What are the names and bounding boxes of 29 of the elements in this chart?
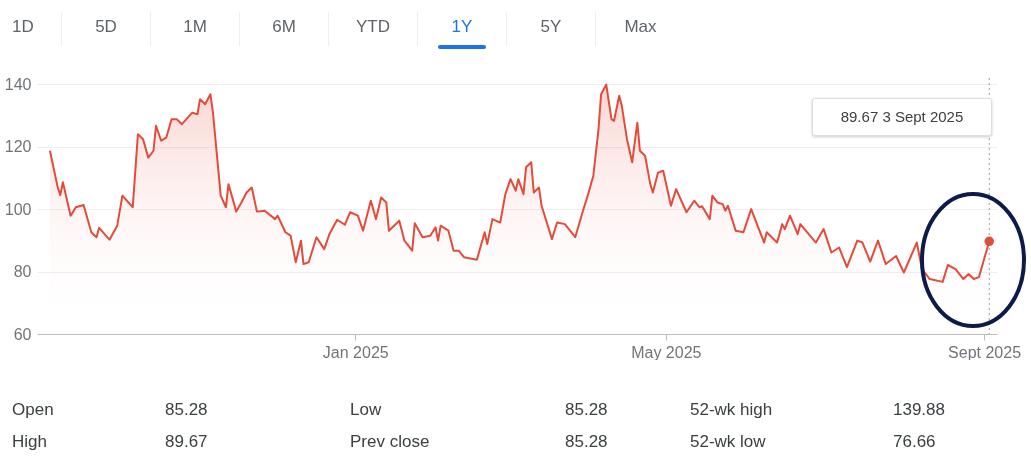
text: YTD: [329, 12, 418, 46]
x-tick-label: May 2025: [631, 343, 702, 361]
text: Open: [12, 400, 54, 420]
y-tick-label: 60: [13, 325, 32, 343]
text: 52-wk high: [690, 400, 773, 420]
text: 1M: [151, 12, 240, 46]
y-tick-label: 100: [4, 200, 32, 218]
y-tick-label: 120: [4, 138, 32, 156]
text: 139.88: [893, 400, 945, 420]
y-tick-label: 140: [4, 75, 32, 93]
tooltip-box: 89.67 3 Sept 2025: [812, 98, 992, 136]
text: 6M: [240, 12, 329, 46]
x-tick-label: Jan 2025: [322, 343, 389, 361]
text: Low: [350, 400, 382, 420]
text: 5D: [62, 12, 151, 46]
text: 1Y: [418, 12, 507, 46]
text: 85.28: [565, 432, 608, 452]
text: 89.67: [165, 432, 208, 452]
text: 5Y: [507, 12, 596, 46]
text: 85.28: [165, 400, 208, 420]
text: 76.66: [893, 432, 936, 452]
y-tick-label: 80: [13, 263, 32, 281]
text: 1D: [0, 12, 62, 46]
text: Max: [623, 16, 658, 38]
x-tick-label: Sept 2025: [948, 343, 1022, 361]
text: 52-wk low: [690, 432, 766, 452]
text: High: [12, 432, 47, 452]
text: 85.28: [565, 400, 608, 420]
text: Prev close: [350, 432, 430, 452]
